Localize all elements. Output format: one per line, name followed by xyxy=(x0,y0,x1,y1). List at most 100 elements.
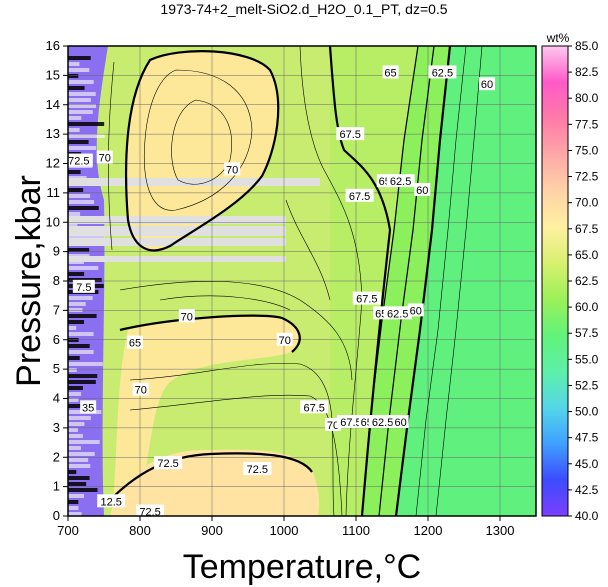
noise-bar xyxy=(68,350,94,354)
colorbar-tick-label: 82.5 xyxy=(575,65,599,79)
region-upper-lobe xyxy=(126,51,279,251)
contour-label: 67.5 xyxy=(356,294,377,306)
contour-label-bg xyxy=(392,415,409,428)
contour-label: 60 xyxy=(416,185,428,197)
x-tick-label: 1000 xyxy=(270,523,299,538)
colorbar-tick-label: 72.5 xyxy=(575,170,599,184)
contour-label: 70 xyxy=(327,420,339,432)
contour-label-bg xyxy=(72,279,95,293)
noise-bar xyxy=(68,128,80,132)
contour-thin-9 xyxy=(435,46,483,516)
contour-label: 60 xyxy=(481,79,493,91)
contour-70-lower xyxy=(119,314,301,353)
mask-stripe-5 xyxy=(68,256,286,262)
contour-thin-6 xyxy=(119,281,353,381)
noise-bar xyxy=(68,92,96,96)
contour-label-bg xyxy=(414,182,431,196)
noise-bar xyxy=(68,386,83,390)
colorbar-tick-label: 67.5 xyxy=(575,222,599,236)
y-tick-label: 3 xyxy=(53,420,60,435)
contour-72-5 xyxy=(109,452,313,501)
noise-bar xyxy=(68,302,86,306)
y-tick-label: 14 xyxy=(46,97,60,112)
noise-bar xyxy=(68,194,91,198)
contour-label: 70 xyxy=(226,164,238,176)
contour-label: 67.5 xyxy=(340,417,361,429)
y-tick-label: 13 xyxy=(46,126,60,141)
contour-thin-7 xyxy=(159,295,291,311)
x-tick-label: 1200 xyxy=(414,523,443,538)
contour-label: 7.5 xyxy=(76,282,91,294)
contour-label-bg xyxy=(132,382,149,396)
colorbar-tick-label: 85.0 xyxy=(575,39,599,53)
contour-label-bg xyxy=(154,456,183,470)
colorbar-tick-label: 47.5 xyxy=(575,431,599,445)
noise-bar xyxy=(68,140,89,144)
contour-label-bg xyxy=(407,303,424,317)
noise-bar xyxy=(68,146,97,150)
noise-bar xyxy=(68,512,82,516)
y-tick-label: 0 xyxy=(53,508,60,523)
colorbar-body xyxy=(541,45,569,517)
contour-label: 70 xyxy=(181,311,193,323)
noise-bar xyxy=(68,56,91,60)
noise-bar xyxy=(68,170,81,174)
chart-title: 1973-74+2_melt-SiO2.d_H2O_0.1_PT, dz=0.5 xyxy=(160,1,447,17)
noise-bar xyxy=(68,80,94,84)
colorbar-tick-label: 65.0 xyxy=(575,248,599,262)
colorbar-tick-label: 77.5 xyxy=(575,117,599,131)
noise-bar xyxy=(68,188,84,192)
contour-thin-4 xyxy=(129,394,343,516)
noise-bar xyxy=(68,416,91,420)
noise-bar xyxy=(68,464,91,468)
x-tick-label: 900 xyxy=(201,523,223,538)
contour-label: 62.5 xyxy=(390,176,411,188)
x-tick-label: 1100 xyxy=(342,523,370,538)
noise-bar xyxy=(68,212,81,216)
noise-bar xyxy=(68,488,98,492)
contour-label-bg xyxy=(243,462,272,475)
contour-label-bg xyxy=(178,309,195,323)
x-tick-label: 1300 xyxy=(486,523,515,538)
noise-bar xyxy=(68,476,90,480)
colorbar-tick-label: 62.5 xyxy=(575,274,599,288)
contour-thin-3 xyxy=(129,363,335,516)
noise-bar xyxy=(68,314,97,318)
noise-bar xyxy=(68,68,90,72)
contour-label-bg xyxy=(276,332,293,346)
y-tick-label: 8 xyxy=(53,273,60,288)
contour-thin-8 xyxy=(415,46,467,516)
noise-bar xyxy=(68,326,77,330)
noise-bar xyxy=(68,506,79,510)
noise-bar xyxy=(68,110,93,114)
contour-label: 72.5 xyxy=(247,464,268,476)
noise-bar xyxy=(68,122,105,126)
y-tick-label: 9 xyxy=(53,244,60,259)
contour-thin-2 xyxy=(171,99,232,185)
noise-bar xyxy=(68,440,100,444)
noise-bar xyxy=(68,428,78,432)
x-axis: 700 800 900 1000 1100 1200 1300 xyxy=(57,516,514,538)
y-tick-label: 10 xyxy=(46,214,60,229)
contour-label-bg xyxy=(300,400,329,414)
mask-stripe-2 xyxy=(68,216,286,224)
contour-thin-10 xyxy=(285,199,331,301)
contour-label: 62.5 xyxy=(432,67,453,79)
contour-label: 70 xyxy=(279,335,291,347)
contour-label-bg xyxy=(336,127,365,141)
noise-bar xyxy=(68,116,82,120)
contour-label: 70 xyxy=(99,153,111,165)
colorbar-tick-label: 40.0 xyxy=(575,509,599,523)
x-tick-label: 700 xyxy=(57,523,79,538)
colorbar: wt% 40.0 42.5 45.0 47.5 50.0 52.5 55.0 57.5 60.0… xyxy=(541,31,599,523)
noise-bar xyxy=(68,62,80,66)
contour-label: 72.5 xyxy=(157,458,178,470)
noise-bar xyxy=(68,362,103,366)
colorbar-tick-label: 50.0 xyxy=(575,405,599,419)
y-tick-label: 7 xyxy=(53,302,60,317)
y-tick-label: 15 xyxy=(46,67,60,82)
colorbar-tick-label: 57.5 xyxy=(575,326,599,340)
contour-label-bg xyxy=(96,150,113,164)
